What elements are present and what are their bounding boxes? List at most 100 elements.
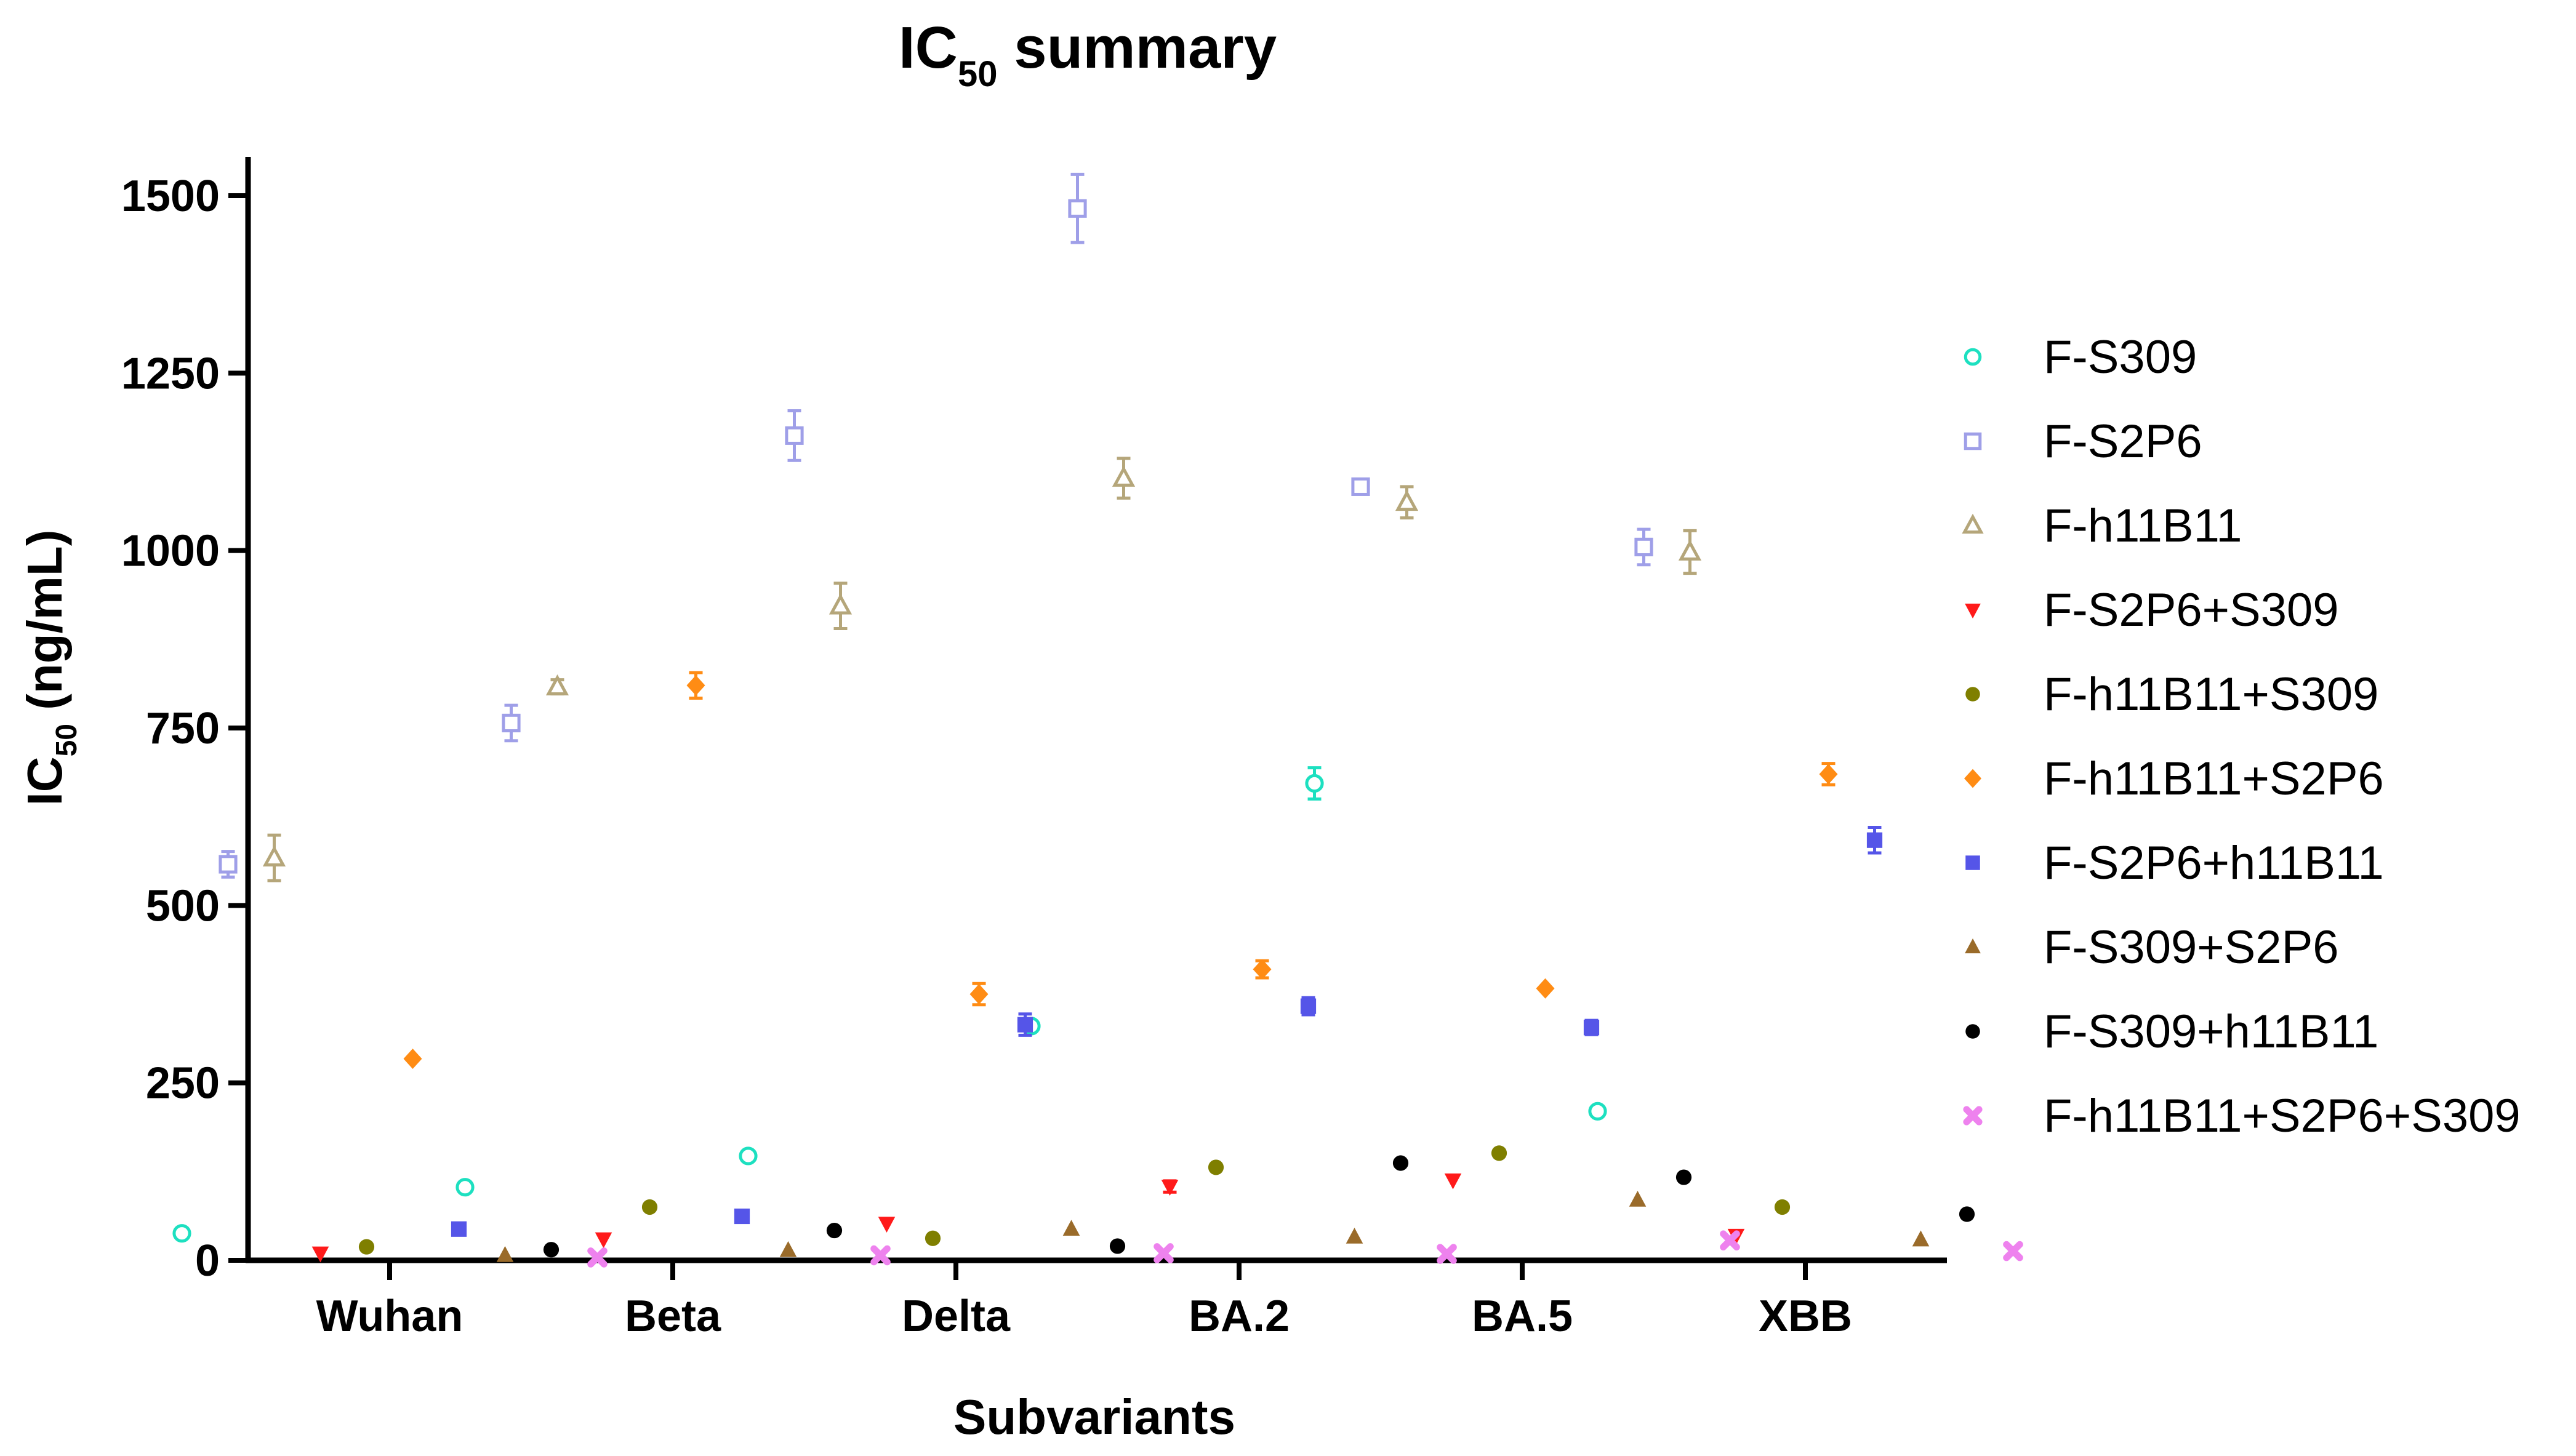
data-point — [1678, 539, 1702, 561]
legend-item: F-S309+S2P6 — [1965, 921, 2339, 974]
legend: F-S309 F-S2P6 F-h11B11 F-S2P6+S309 F-h11B11+… — [1962, 331, 2521, 1142]
legend-marker — [1964, 348, 1982, 366]
x-axis-label: Subvariants — [953, 1390, 1235, 1444]
x-tick-label: Wuhan — [316, 1292, 463, 1341]
legend-item: F-S2P6 — [1964, 415, 2202, 468]
data-point — [1866, 832, 1883, 848]
series-F-h11B11+S2P6+S309 — [587, 1230, 2023, 1268]
legend-marker — [1963, 1106, 1983, 1126]
legend-label: F-S2P6 — [2044, 415, 2202, 468]
data-point — [595, 1232, 612, 1249]
data-point — [545, 674, 569, 696]
series-F-S2P6 — [219, 172, 1653, 879]
y-tick-label: 1000 — [121, 527, 220, 576]
data-point — [311, 1246, 329, 1263]
data-point — [779, 1241, 797, 1257]
data-point — [219, 855, 238, 874]
svg-text:IC50 (ng/mL): IC50 (ng/mL) — [17, 530, 83, 806]
x-tick-label: XBB — [1759, 1292, 1852, 1341]
legend-marker — [1965, 855, 1980, 870]
data-point — [1392, 1155, 1409, 1171]
x-tick-label: Delta — [902, 1292, 1011, 1341]
data-point — [1536, 978, 1555, 999]
data-point — [829, 593, 853, 615]
series-F-S2P6+S309 — [311, 1173, 1745, 1263]
data-point — [1675, 1169, 1692, 1185]
data-point — [1491, 1145, 1507, 1161]
data-point — [969, 984, 989, 1004]
legend-label: F-h11B11 — [2044, 500, 2242, 552]
data-point — [2003, 1241, 2023, 1262]
title-subscript: 50 — [958, 54, 998, 94]
title-main: IC — [899, 15, 958, 81]
series-F-h11B11 — [262, 457, 1702, 882]
legend-marker — [1964, 769, 1981, 788]
data-point — [1109, 1238, 1126, 1254]
data-point — [262, 845, 286, 866]
legend-label: F-h11B11+S2P6 — [2044, 753, 2384, 805]
legend-marker — [1965, 938, 1981, 954]
title-rest: summary — [998, 15, 1277, 81]
x-tick-label: BA.2 — [1189, 1292, 1290, 1341]
data-point — [739, 1146, 758, 1166]
data-point — [1351, 477, 1370, 496]
data-point — [1437, 1244, 1457, 1264]
svg-text:IC50 summary: IC50 summary — [899, 15, 1277, 94]
data-points — [172, 172, 2023, 1268]
data-point — [925, 1230, 941, 1246]
axes — [245, 157, 1947, 1263]
data-point — [878, 1217, 896, 1233]
legend-marker — [1962, 513, 1984, 534]
series-F-S309 — [172, 766, 1607, 1243]
data-point — [1208, 1159, 1224, 1175]
legend-item: F-h11B11+S2P6 — [1964, 753, 2384, 805]
y-tick-label: 500 — [146, 881, 220, 930]
legend-marker — [1965, 687, 1980, 702]
ylabel-rest: (ng/mL) — [17, 530, 72, 724]
data-point — [403, 1048, 422, 1069]
data-point — [1912, 1230, 1930, 1247]
chart-title: IC50 summary — [899, 15, 1277, 94]
legend-item: F-S309 — [1964, 331, 2197, 383]
data-point — [358, 1239, 375, 1255]
legend-marker — [1965, 603, 1981, 618]
data-point — [1112, 465, 1136, 487]
legend-label: F-S309+S2P6 — [2044, 921, 2339, 974]
data-point — [543, 1242, 560, 1258]
y-tick-label: 250 — [146, 1059, 220, 1108]
data-point — [1588, 1102, 1607, 1121]
legend-label: F-h11B11+S2P6+S309 — [2044, 1090, 2521, 1142]
legend-label: F-S2P6+h11B11 — [2044, 837, 2384, 889]
ylabel-main: IC — [17, 756, 72, 806]
y-tick-label: 1250 — [121, 349, 220, 398]
data-point — [502, 713, 521, 733]
data-point — [785, 426, 804, 445]
data-point — [1629, 1190, 1647, 1207]
legend-label: F-S309 — [2044, 331, 2197, 383]
x-tick-label: BA.5 — [1472, 1292, 1573, 1341]
data-point — [1305, 774, 1324, 793]
y-ticks: 0 250 500 750 1000 1250 1500 — [121, 172, 248, 1286]
data-point — [451, 1221, 467, 1237]
data-point — [1154, 1243, 1174, 1263]
legend-label: F-S2P6+S309 — [2044, 584, 2339, 636]
legend-label: F-h11B11+S309 — [2044, 668, 2378, 721]
legend-marker — [1965, 1024, 1980, 1039]
data-point — [1774, 1199, 1791, 1215]
data-point — [1017, 1017, 1033, 1033]
y-tick-label: 750 — [146, 704, 220, 753]
ylabel-subscript: 50 — [50, 724, 83, 756]
legend-item: F-h11B11+S2P6+S309 — [1963, 1090, 2521, 1142]
series-F-h11B11+S309 — [358, 1145, 1791, 1255]
data-point — [870, 1245, 891, 1266]
legend-item: F-S309+h11B11 — [1965, 1006, 2378, 1058]
legend-item: F-S2P6+S309 — [1965, 584, 2339, 636]
data-point — [1062, 1220, 1080, 1236]
data-point — [172, 1224, 191, 1243]
data-point — [1300, 998, 1317, 1014]
data-point — [1346, 1227, 1363, 1244]
series-F-S309+S2P6 — [496, 1190, 1930, 1262]
data-point — [1068, 199, 1087, 218]
data-point — [587, 1247, 608, 1268]
